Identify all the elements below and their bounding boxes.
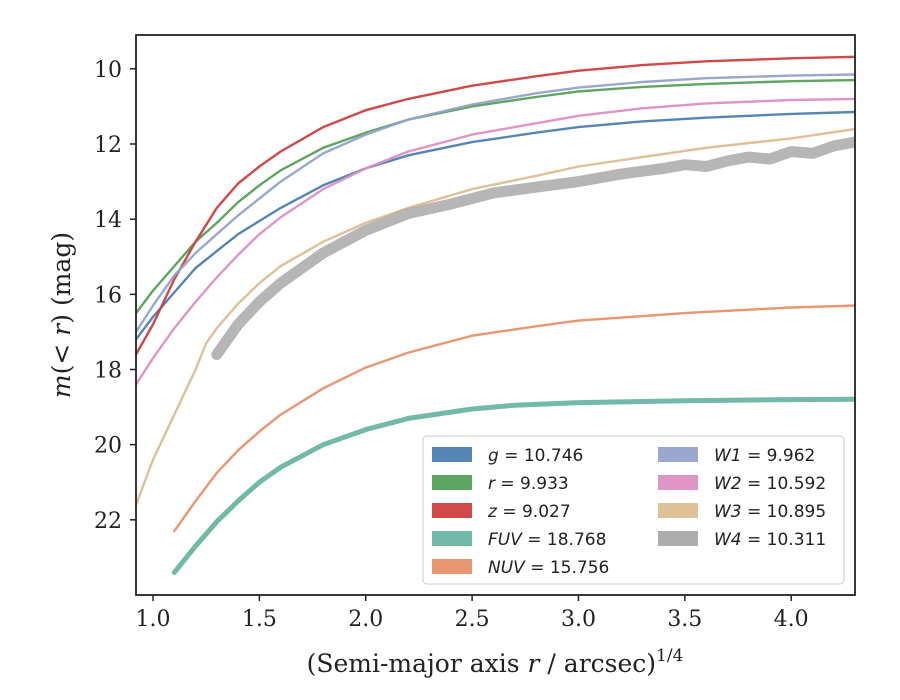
legend-label-w3: W3 = 10.895 xyxy=(714,502,826,522)
legend: g = 10.746 r = 9.933 z = 9.027 FUV = 18.768… xyxy=(422,435,845,585)
legend-swatch-fuv xyxy=(432,531,472,546)
x-tick-label: 2.0 xyxy=(348,607,383,632)
legend-swatch-nuv xyxy=(432,559,472,574)
legend-label-nuv: NUV = 15.756 xyxy=(488,558,609,578)
series-line-nuv xyxy=(173,304,855,533)
series-line-w1 xyxy=(136,73,855,334)
x-axis-label: (Semi-major axis r / arcsec)1/4 xyxy=(307,646,684,678)
y-axis-label: m(< r) (mag) xyxy=(47,232,76,398)
legend-label-z: z = 9.027 xyxy=(487,502,571,522)
x-tick-label: 4.0 xyxy=(774,607,809,632)
legend-label-g: g = 10.746 xyxy=(488,446,583,466)
series-line-g xyxy=(136,110,855,341)
series-line-w3 xyxy=(136,127,855,506)
legend-swatch-w2 xyxy=(658,475,698,490)
x-tick-label: 3.5 xyxy=(667,607,702,632)
series-line-z xyxy=(136,55,855,356)
legend-swatch-g xyxy=(432,447,472,462)
legend-swatch-w4 xyxy=(658,531,698,546)
series-line-w2 xyxy=(136,97,855,386)
y-tick-label: 12 xyxy=(94,133,122,158)
series-line-fuv xyxy=(171,396,855,575)
series-layer xyxy=(136,55,855,575)
y-axis-ticks: 10 12 14 16 18 20 22 xyxy=(94,58,136,534)
x-axis-ticks: 1.0 1.5 2.0 2.5 3.0 3.5 4.0 xyxy=(136,595,809,632)
y-tick-label: 16 xyxy=(94,283,122,308)
legend-swatch-w3 xyxy=(658,503,698,518)
x-tick-label: 3.0 xyxy=(561,607,596,632)
legend-label-w2: W2 = 10.592 xyxy=(714,474,826,494)
series-line-w4 xyxy=(211,136,855,360)
y-tick-label: 10 xyxy=(94,58,122,83)
x-tick-label: 1.5 xyxy=(242,607,277,632)
x-tick-label: 1.0 xyxy=(136,607,171,632)
legend-swatch-z xyxy=(432,503,472,518)
y-tick-label: 20 xyxy=(94,434,122,459)
legend-label-r: r = 9.933 xyxy=(488,474,569,494)
x-tick-label: 2.5 xyxy=(455,607,490,632)
legend-swatch-r xyxy=(432,475,472,490)
legend-label-fuv: FUV = 18.768 xyxy=(488,530,606,550)
y-tick-label: 22 xyxy=(94,509,122,534)
legend-label-w1: W1 = 9.962 xyxy=(714,446,815,466)
legend-swatch-w1 xyxy=(658,447,698,462)
y-tick-label: 14 xyxy=(94,208,122,233)
legend-label-w4: W4 = 10.311 xyxy=(714,530,826,550)
plot-frame xyxy=(135,34,856,596)
y-tick-label: 18 xyxy=(94,358,122,383)
legend-box xyxy=(422,435,845,585)
